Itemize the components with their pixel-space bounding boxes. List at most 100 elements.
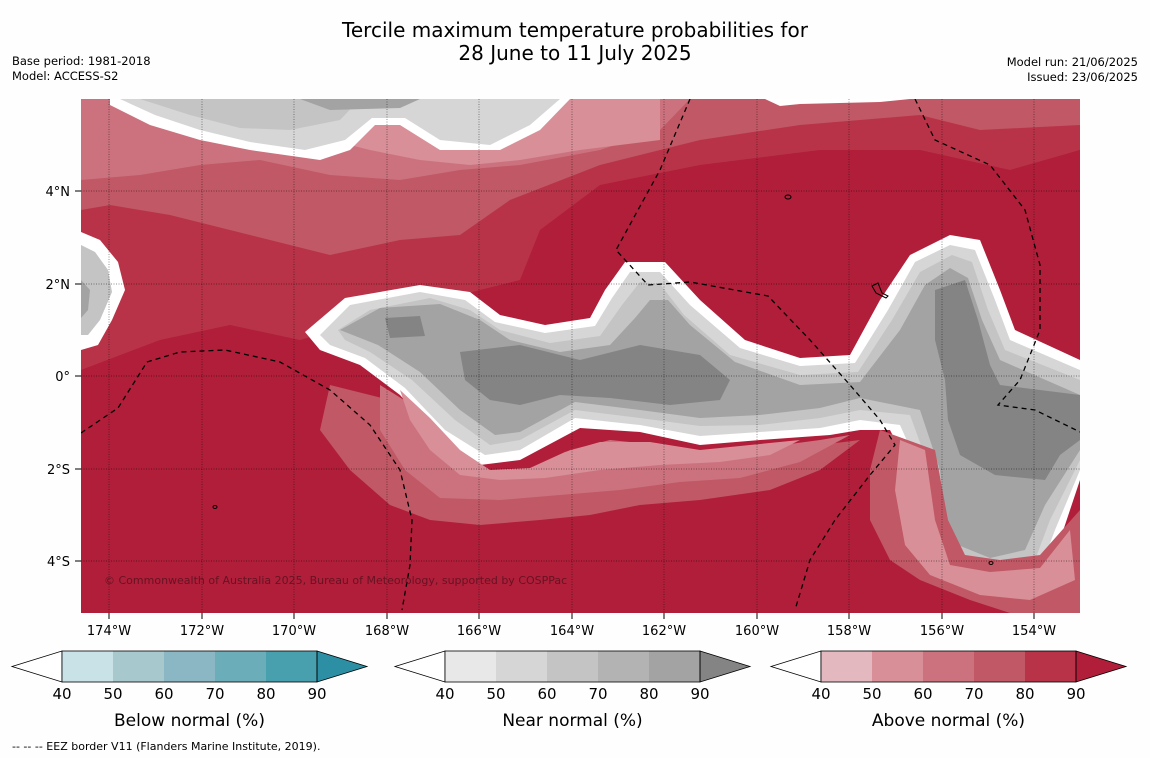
title-line-2: 28 June to 11 July 2025 xyxy=(458,41,692,65)
meta-left: Base period: 1981-2018 Model: ACCESS-S2 xyxy=(12,54,151,84)
lon-label: 168°W xyxy=(365,624,409,639)
island-1 xyxy=(784,194,792,200)
issued-date: Issued: 23/06/2025 xyxy=(1027,70,1138,84)
title-line-1: Tercile maximum temperature probabilitie… xyxy=(342,18,808,42)
above-50-southcentral xyxy=(400,390,800,480)
near-normal-top-right xyxy=(765,99,910,106)
base-period: Base period: 1981-2018 xyxy=(12,54,151,68)
graticule xyxy=(81,99,1080,613)
colorbar-segment xyxy=(547,651,598,682)
colorbar-arrow-high xyxy=(1075,650,1128,683)
near-normal-central-80c xyxy=(385,316,425,338)
model-run: Model run: 21/06/2025 xyxy=(1006,55,1138,69)
colorbar-title: Above normal (%) xyxy=(872,711,1025,731)
near-normal-central-80b xyxy=(935,280,1080,480)
lon-label: 172°W xyxy=(180,624,224,639)
lon-label: 174°W xyxy=(87,624,131,639)
colorbar-segment xyxy=(215,651,266,682)
colorbar-arrow-low xyxy=(393,650,446,683)
colorbar-tick-label: 90 xyxy=(1066,685,1085,703)
island-4 xyxy=(988,561,994,565)
colorbar-tick-label: 60 xyxy=(913,685,932,703)
island-2 xyxy=(871,282,889,299)
colorbar-tick-label: 70 xyxy=(205,685,224,703)
colorbar-tick-label: 80 xyxy=(256,685,275,703)
lon-label: 162°W xyxy=(642,624,686,639)
colorbar-segment xyxy=(496,651,547,682)
colorbar-below: 40 50 60 70 80 90 Below normal (%) xyxy=(10,650,369,731)
colorbar-title: Below normal (%) xyxy=(114,711,265,731)
colorbar-arrow-high xyxy=(699,650,752,683)
colorbar-tick-label: 70 xyxy=(964,685,983,703)
colorbar-segment xyxy=(974,651,1025,682)
lat-label: 2°N xyxy=(46,278,71,293)
colorbar-segment xyxy=(598,651,649,682)
colorbar-tick-label: 80 xyxy=(639,685,658,703)
meta-right: Model run: 21/06/2025 Issued: 23/06/2025 xyxy=(1007,55,1138,85)
map-panel: © Commonwealth of Australia 2025, Bureau… xyxy=(81,99,1080,613)
eez-borders xyxy=(81,99,1080,611)
colorbar-segment xyxy=(445,651,496,682)
lon-label: 156°W xyxy=(920,624,964,639)
island-3 xyxy=(212,505,218,509)
colorbar-outline xyxy=(61,650,318,683)
lat-label: 4°S xyxy=(47,555,70,570)
colorbar-tick-label: 90 xyxy=(307,685,326,703)
colorbar-segment xyxy=(872,651,923,682)
colorbar-tick-label: 50 xyxy=(486,685,505,703)
eez-footnote: -- -- -- EEZ border V11 (Flanders Marine… xyxy=(12,740,321,753)
lon-label: 158°W xyxy=(827,624,871,639)
colorbar-outline xyxy=(444,650,701,683)
colorbar-tick-label: 50 xyxy=(862,685,881,703)
lon-label: 166°W xyxy=(457,624,501,639)
colorbar-tick-label: 40 xyxy=(435,685,454,703)
above-90-right2 xyxy=(1015,150,1080,325)
lat-label: 2°S xyxy=(47,463,70,478)
colorbar-tick-label: 50 xyxy=(103,685,122,703)
colorbar-segment xyxy=(113,651,164,682)
eez-border-east xyxy=(914,99,1080,433)
eez-border-west xyxy=(81,349,413,611)
colorbar-segment xyxy=(649,651,700,682)
colorbar-tick-label: 40 xyxy=(52,685,71,703)
lon-label: 154°W xyxy=(1012,624,1056,639)
near-normal-top-60 xyxy=(140,99,360,130)
legends: 40 50 60 70 80 90 Below normal (%) 40 50 60 70 80 90… xyxy=(10,650,1128,731)
colorbar-outline xyxy=(820,650,1077,683)
colorbar-arrow-low xyxy=(769,650,822,683)
map-title: Tercile maximum temperature probabilitie… xyxy=(0,19,1150,65)
colorbar-segment xyxy=(164,651,215,682)
islands xyxy=(212,194,994,565)
colorbar-segment xyxy=(1025,651,1076,682)
colorbar-tick-label: 60 xyxy=(154,685,173,703)
near-normal-central-70 xyxy=(340,268,1080,558)
colorbar-arrow-low xyxy=(10,650,63,683)
colorbar-tick-label: 70 xyxy=(588,685,607,703)
colorbar-segment xyxy=(821,651,872,682)
colorbar-tick-label: 60 xyxy=(537,685,556,703)
colorbar-tick-label: 80 xyxy=(1015,685,1034,703)
map-copyright: © Commonwealth of Australia 2025, Bureau… xyxy=(104,574,567,587)
above-90-right xyxy=(690,160,925,340)
lon-label: 164°W xyxy=(550,624,594,639)
near-normal-left-dark xyxy=(81,280,90,318)
colorbar-arrow-high xyxy=(316,650,369,683)
colorbar-above: 40 50 60 70 80 90 Above normal (%) xyxy=(769,650,1128,731)
above-50-southeast xyxy=(895,440,1075,600)
lat-label: 4°N xyxy=(46,185,71,200)
lon-label: 170°W xyxy=(272,624,316,639)
near-normal-central-80 xyxy=(460,345,730,405)
colorbar-title: Near normal (%) xyxy=(502,711,642,731)
colorbar-segment xyxy=(62,651,113,682)
colorbar-tick-label: 40 xyxy=(811,685,830,703)
colorbar-near: 40 50 60 70 80 90 Near normal (%) xyxy=(393,650,752,731)
axis-ticks: 174°W 172°W 170°W 168°W 166°W 164°W 162°W 160°W… xyxy=(46,185,1057,639)
colorbar-tick-label: 90 xyxy=(690,685,709,703)
lat-label: 0° xyxy=(55,370,70,385)
near-normal-top-70 xyxy=(300,99,420,110)
near-normal-left-gray xyxy=(81,245,112,335)
colorbar-segment xyxy=(266,651,317,682)
colorbar-segment xyxy=(923,651,974,682)
lon-label: 160°W xyxy=(735,624,779,639)
